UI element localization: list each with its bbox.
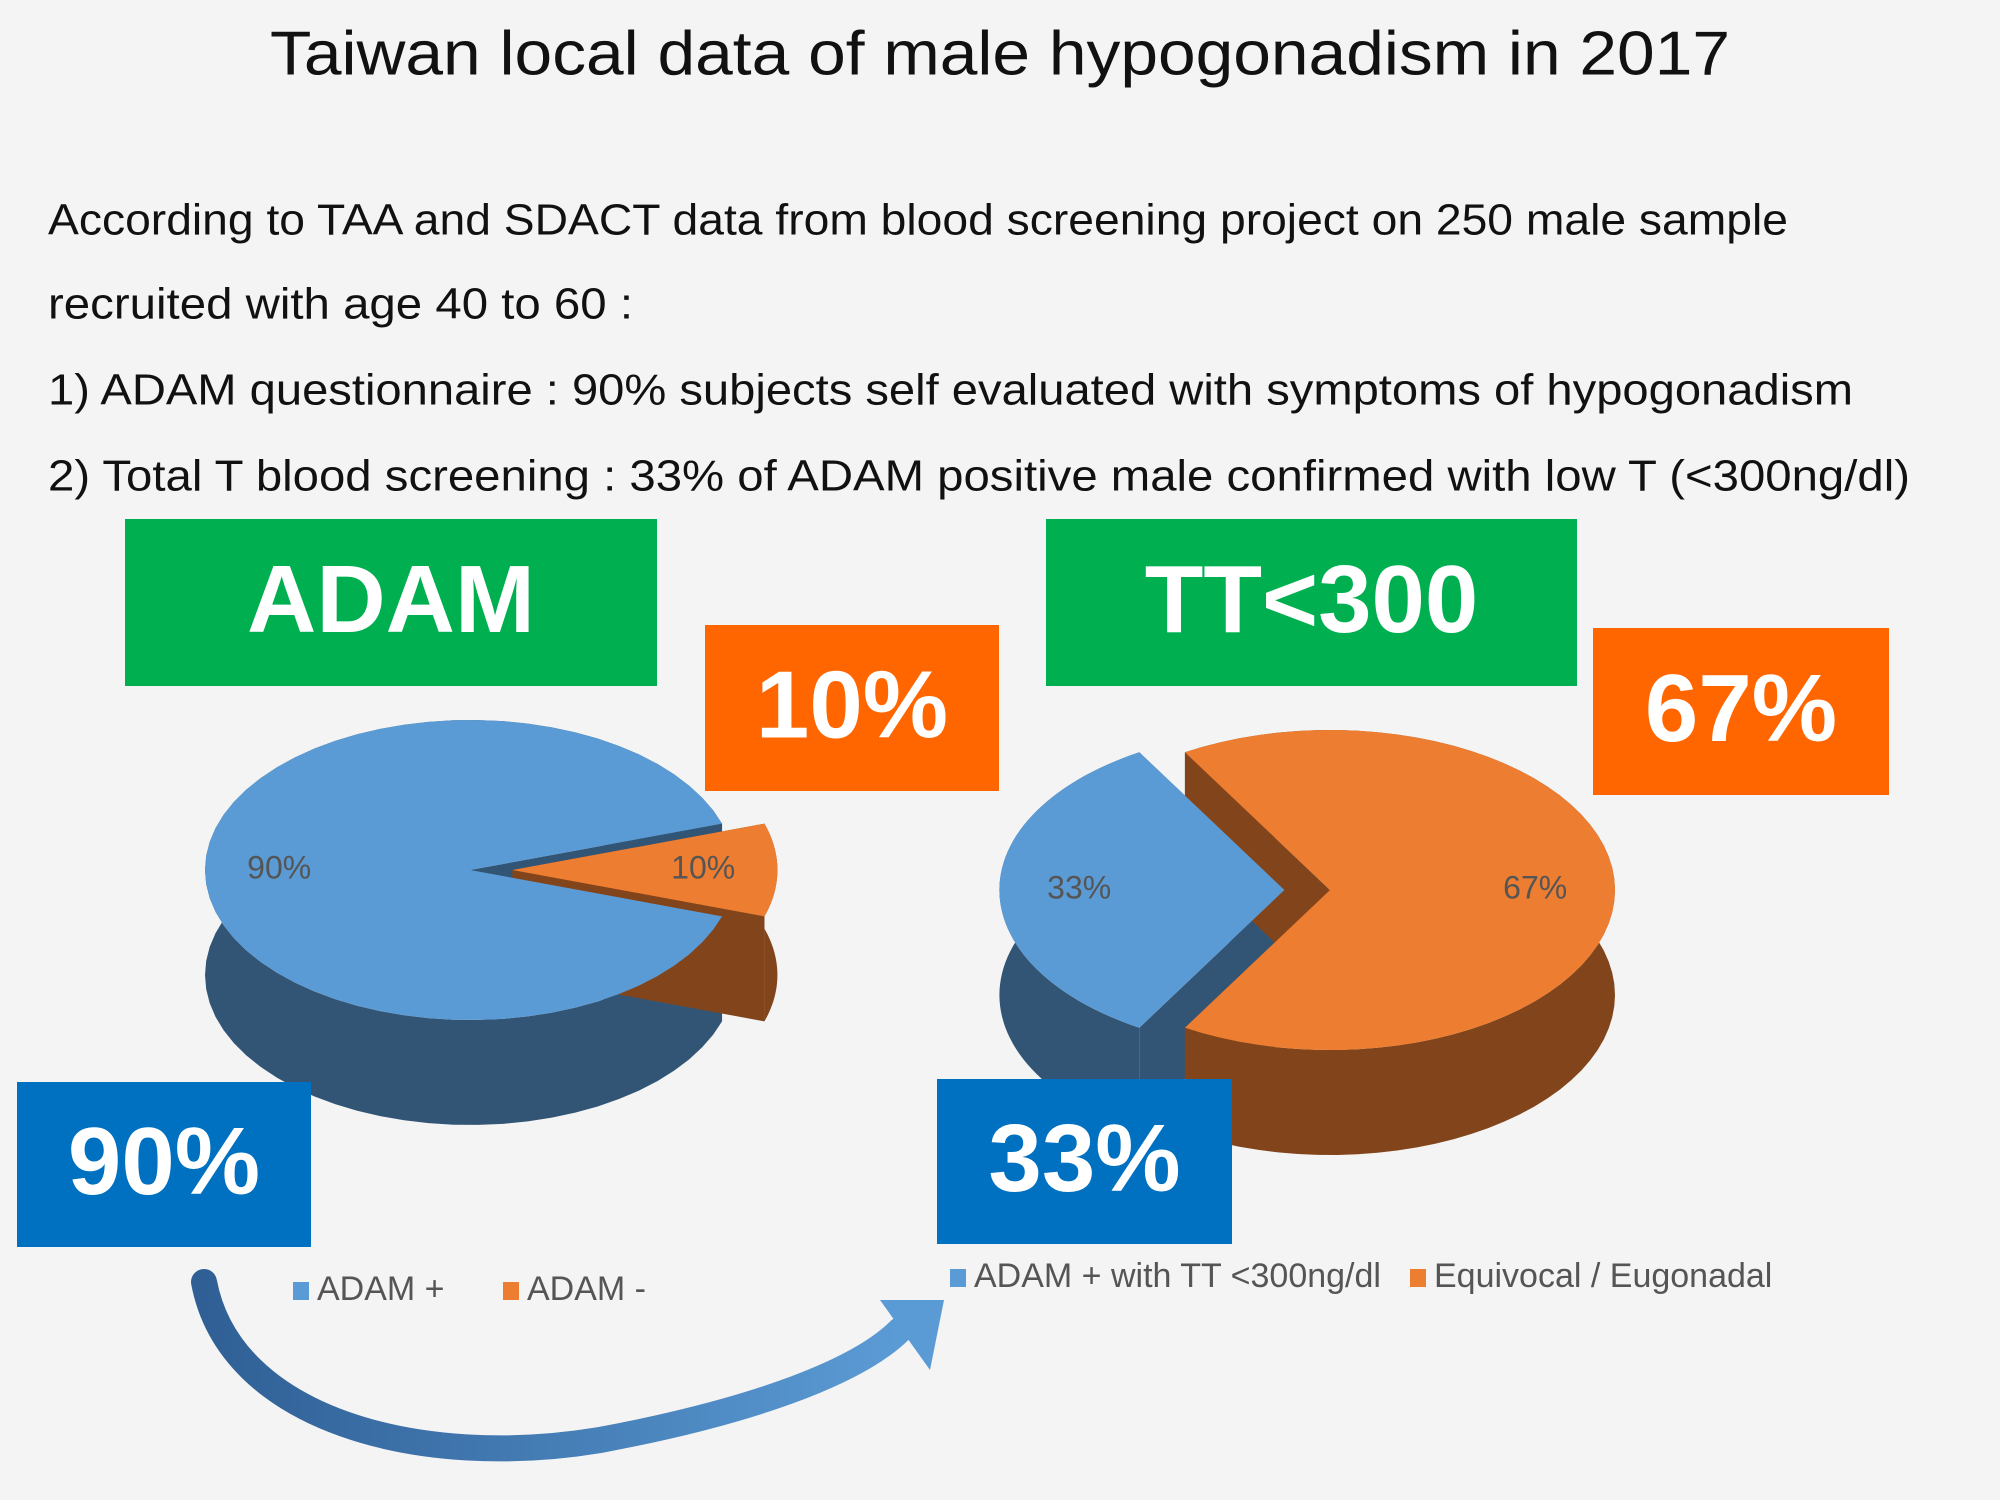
- flow-arrow: [191, 1269, 913, 1462]
- legend-swatch: [503, 1282, 519, 1300]
- slice: [999, 752, 1285, 1028]
- callout-box: [1593, 628, 1889, 795]
- callout: 10%: [756, 651, 948, 758]
- body-line: 2) Total T blood screening : 33% of ADAM…: [48, 452, 1910, 501]
- value-label: 33%: [1047, 869, 1111, 905]
- slice: [1184, 730, 1615, 1050]
- value-label: 90%: [247, 849, 311, 885]
- body-line: recruited with age 40 to 60 :: [48, 280, 633, 329]
- title-box: [1046, 519, 1577, 686]
- flow-arrow-head: [880, 1300, 944, 1370]
- legend-swatch: [1410, 1269, 1426, 1287]
- body-line: 1) ADAM questionnaire : 90% subjects sel…: [48, 366, 1853, 415]
- legend-label: ADAM -: [527, 1270, 646, 1308]
- callout: 90%: [68, 1108, 260, 1215]
- legend-label: ADAM + with TT <300ng/dl: [974, 1257, 1381, 1295]
- slice: [512, 823, 778, 917]
- legend-label: Equivocal / Eugonadal: [1434, 1257, 1772, 1295]
- legend-swatch: [950, 1269, 966, 1287]
- chart-title: TT<300: [1145, 546, 1479, 653]
- chart-title: ADAM: [247, 546, 535, 653]
- callout: 33%: [988, 1105, 1180, 1212]
- callout-box: [17, 1082, 311, 1247]
- legend-label: ADAM +: [317, 1270, 445, 1308]
- callout-box: [705, 625, 999, 791]
- slide-title: Taiwan local data of male hypogonadism i…: [270, 19, 1730, 88]
- callout-box: [937, 1079, 1232, 1244]
- body-line: According to TAA and SDACT data from blo…: [48, 196, 1788, 245]
- legend-swatch: [293, 1282, 309, 1300]
- callout: 67%: [1645, 655, 1837, 762]
- value-label: 10%: [671, 849, 735, 885]
- title-box: [125, 519, 657, 686]
- value-label: 67%: [1503, 869, 1567, 905]
- slice: [205, 720, 723, 1020]
